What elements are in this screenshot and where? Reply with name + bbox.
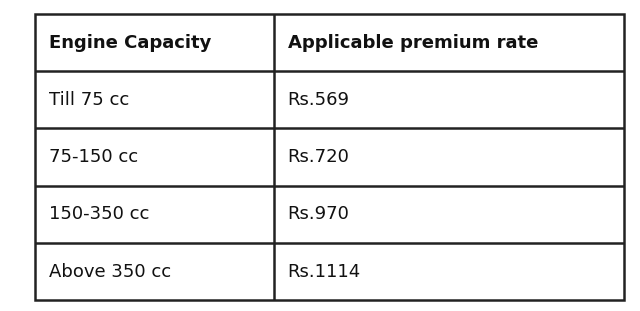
Text: Engine Capacity: Engine Capacity: [49, 34, 212, 52]
Text: Rs.720: Rs.720: [288, 148, 349, 166]
Text: Applicable premium rate: Applicable premium rate: [288, 34, 538, 52]
Text: 150-350 cc: 150-350 cc: [49, 205, 150, 223]
Text: Rs.970: Rs.970: [288, 205, 349, 223]
Text: 75-150 cc: 75-150 cc: [49, 148, 138, 166]
Text: Till 75 cc: Till 75 cc: [49, 91, 129, 109]
Text: Above 350 cc: Above 350 cc: [49, 262, 172, 281]
Text: Rs.1114: Rs.1114: [288, 262, 361, 281]
Text: Rs.569: Rs.569: [288, 91, 349, 109]
